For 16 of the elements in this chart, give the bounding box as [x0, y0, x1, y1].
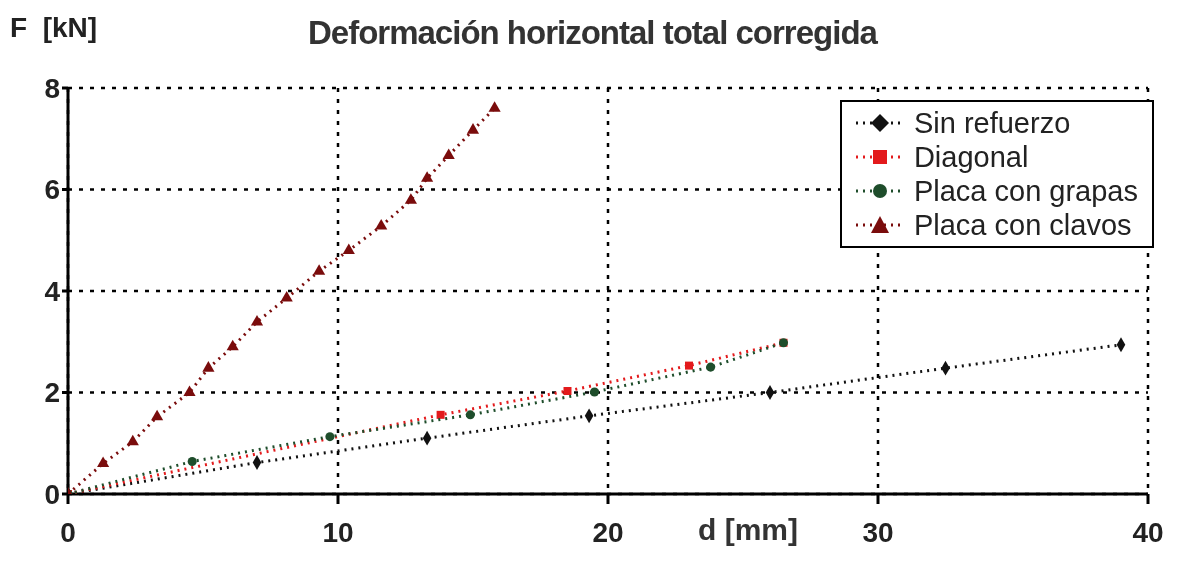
x-tick-label: 40: [1132, 516, 1164, 548]
x-tick-label: 10: [322, 516, 354, 548]
y-tick-label: 8: [44, 72, 60, 104]
legend-label: Sin refuerzo: [913, 106, 1071, 140]
legend-label: Diagonal: [913, 140, 1029, 174]
y-axis-title: F [kN]: [10, 12, 98, 44]
y-tick-label: 4: [44, 275, 61, 307]
x-tick-label: 20: [592, 516, 624, 548]
y-tick-label: 0: [44, 478, 60, 510]
chart-title: Deformación horizontal total corregida: [308, 14, 877, 52]
y-tick-label: 6: [44, 174, 60, 206]
x-axis-title: d [mm]: [698, 513, 798, 547]
legend-label: Placa con clavos: [913, 208, 1132, 242]
y-tick-label: 2: [44, 377, 60, 409]
legend-label: Placa con grapas: [913, 174, 1138, 208]
x-tick-label: 30: [862, 516, 894, 548]
